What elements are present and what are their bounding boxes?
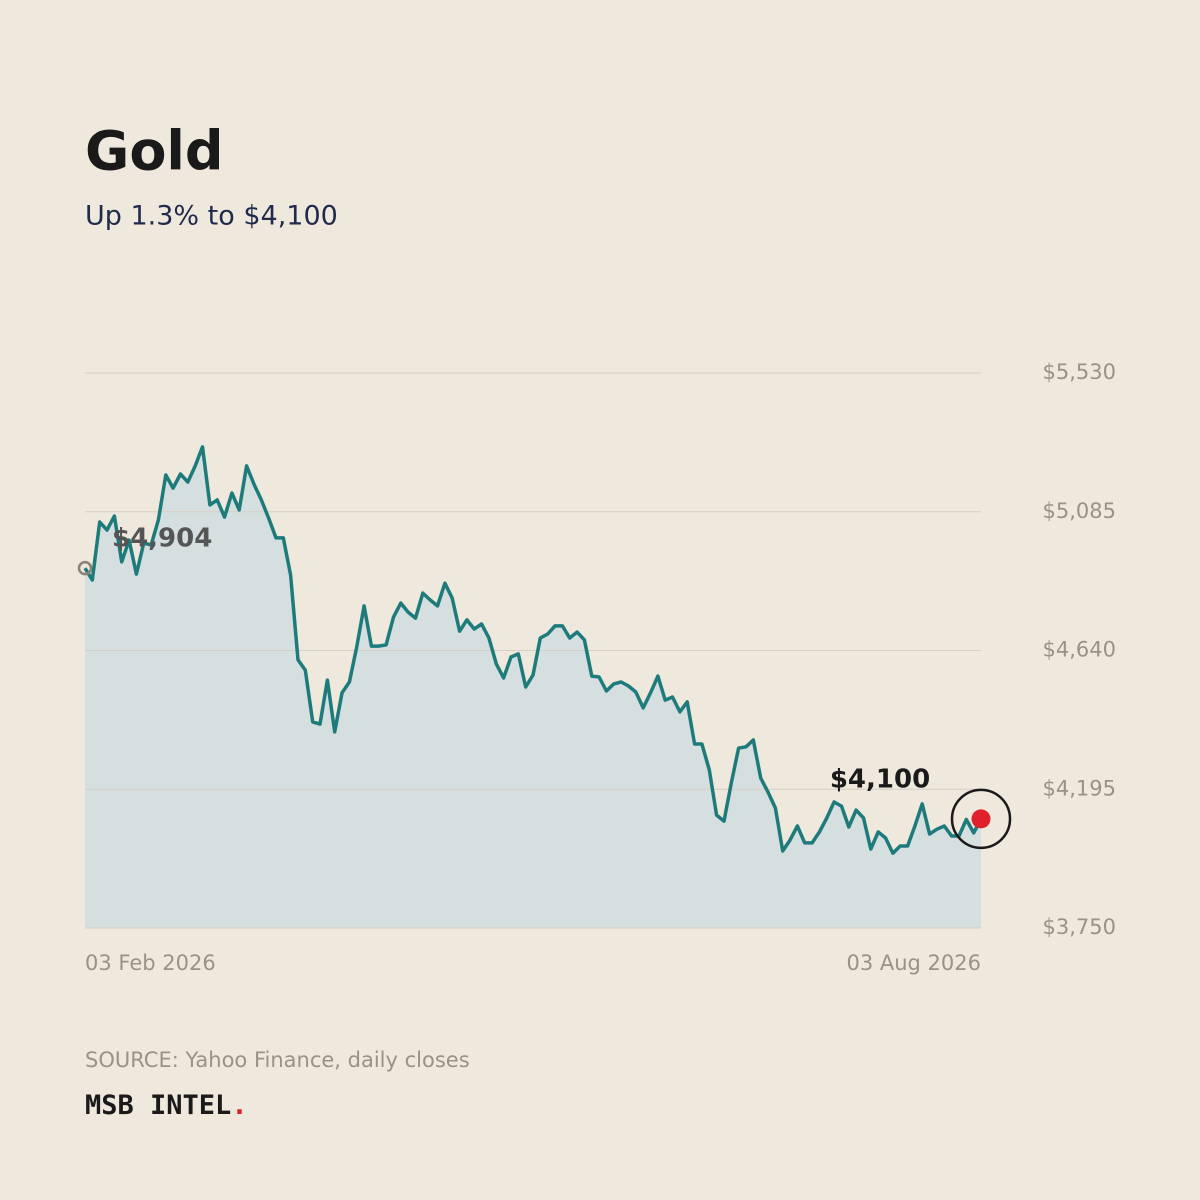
end-label: $4,100 xyxy=(830,764,930,794)
end-ring xyxy=(950,788,1012,850)
source: SOURCE: Yahoo Finance, daily closes xyxy=(85,1048,470,1072)
chart-title: Gold xyxy=(85,120,224,183)
line xyxy=(83,445,983,855)
start-label: $4,904 xyxy=(112,524,212,554)
y-tick-label: $4,640 xyxy=(1043,638,1116,662)
end-marker xyxy=(971,809,991,829)
area xyxy=(85,446,981,928)
brand-mark: . xyxy=(231,1090,247,1121)
chart-subtitle: Up 1.3% to $4,100 xyxy=(85,201,338,232)
start-marker xyxy=(77,560,93,576)
y-tick-label: $5,085 xyxy=(1043,499,1116,523)
brand: MSB INTEL. xyxy=(85,1090,248,1121)
x-tick-label: 03 Feb 2026 xyxy=(85,951,216,975)
y-tick-label: $5,530 xyxy=(1043,360,1116,384)
y-tick-label: $3,750 xyxy=(1043,915,1116,939)
x-tick-label: 03 Aug 2026 xyxy=(846,951,981,975)
y-tick-label: $4,195 xyxy=(1043,776,1116,800)
brand-name: MSB INTEL xyxy=(85,1090,231,1121)
